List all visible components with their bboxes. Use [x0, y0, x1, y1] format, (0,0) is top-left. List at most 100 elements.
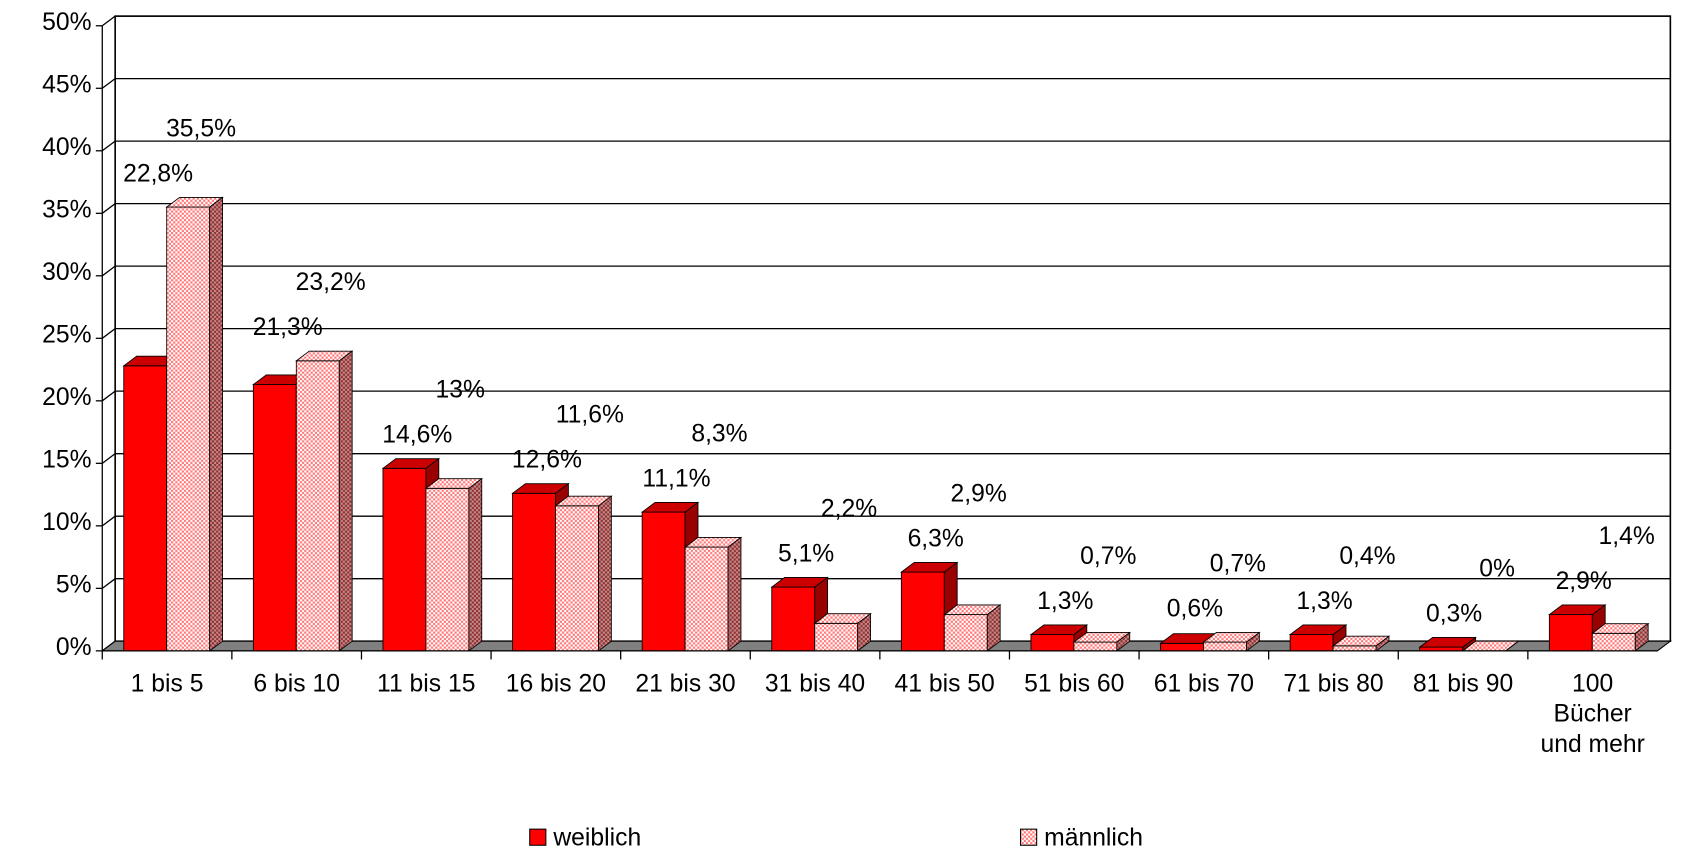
value-label: 35,5% [166, 115, 236, 142]
y-tick-depth [101, 140, 116, 152]
x-tick-label: 51 bis 60 [1024, 669, 1125, 698]
x-tick-label: 6 bis 10 [253, 669, 340, 698]
bar-front [1289, 634, 1334, 652]
bar [770, 576, 829, 652]
x-tick-label: 41 bis 50 [894, 669, 995, 698]
bar-front [1332, 645, 1377, 652]
value-label: 0,6% [1167, 595, 1223, 622]
y-tick-depth [101, 203, 116, 214]
x-tick-label: 31 bis 40 [764, 669, 866, 698]
x-tick-label-box: 6 bis 10 [253, 669, 340, 698]
y-tick-depth [101, 78, 116, 89]
bar-front [166, 206, 211, 652]
bar-side [209, 196, 223, 652]
bar [683, 536, 743, 652]
x-tick-label-box: 61 bis 70 [1153, 669, 1254, 698]
bar [1548, 604, 1607, 652]
x-tick-label-box: 21 bis 30 [635, 669, 735, 697]
bar-front [555, 505, 599, 652]
y-tick-label: 5% [56, 572, 92, 599]
x-tick-label: 16 bis 20 [505, 669, 606, 698]
y-tick-label: 10% [42, 509, 91, 536]
bar-side [338, 350, 353, 652]
y-tick-label: 40% [42, 134, 91, 161]
bar-front [1030, 634, 1075, 652]
bar-side [1375, 635, 1390, 652]
x-tick-label-box: 1 bis 5 [130, 669, 204, 698]
y-tick-label: 45% [42, 72, 91, 99]
value-label: 21,3% [253, 314, 323, 341]
bar-side [1116, 631, 1131, 652]
value-label: 0,3% [1426, 600, 1482, 627]
value-label: 6,3% [908, 525, 964, 552]
legend-label: weiblich [552, 824, 641, 851]
bar-front [123, 365, 168, 652]
value-label: 2,9% [951, 480, 1007, 507]
bar [1202, 631, 1261, 652]
bar [1072, 631, 1132, 652]
y-tick-depth [101, 515, 116, 527]
y-tick-label: 30% [42, 259, 91, 286]
bar-front [684, 546, 729, 652]
value-label: 1,4% [1599, 523, 1655, 550]
bar-side [1246, 631, 1260, 652]
x-tick-label: 61 bis 70 [1153, 669, 1254, 698]
y-tick-depth [101, 265, 116, 277]
y-tick-depth [101, 328, 116, 339]
bar-side [598, 495, 612, 652]
x-tick-label-box: 71 bis 80 [1283, 669, 1384, 698]
bar-side [986, 604, 1001, 652]
y-tick-depth [101, 15, 116, 27]
bar-front [771, 586, 816, 652]
value-label: 8,3% [691, 420, 747, 447]
bar-front [1073, 641, 1118, 652]
y-tick-depth [101, 390, 116, 402]
bar-front [425, 487, 470, 652]
bar-front [641, 511, 686, 652]
y-tick-label: 0% [56, 634, 92, 661]
legend-swatch [1020, 828, 1038, 846]
bar [295, 350, 354, 652]
x-tick-label-box: 100 Bücher und mehr [1540, 669, 1645, 758]
bar-front [252, 384, 297, 652]
value-label: 11,1% [642, 465, 710, 492]
value-label: 11,6% [556, 402, 624, 429]
legend-label: männlich [1044, 824, 1143, 851]
x-tick-label-box: 16 bis 20 [505, 669, 606, 698]
value-label: 0% [1479, 555, 1515, 582]
bar-front [512, 492, 556, 652]
value-label: 2,2% [821, 495, 877, 522]
bar-front [814, 622, 859, 652]
x-tick-label: 81 bis 90 [1412, 669, 1514, 698]
x-tick-label: 1 bis 5 [130, 669, 204, 698]
value-label: 0,7% [1080, 543, 1136, 570]
y-tick-label: 50% [42, 9, 91, 36]
value-label: 22,8% [123, 160, 193, 187]
value-label: 5,1% [778, 540, 834, 567]
bar [424, 477, 484, 652]
bar [165, 196, 224, 652]
bar [1591, 622, 1650, 652]
bar-front [382, 467, 427, 652]
x-tick-label-box: 41 bis 50 [894, 669, 995, 698]
value-label: 13% [436, 377, 485, 404]
value-label: 23,2% [296, 269, 366, 296]
y-tick-label: 35% [42, 197, 91, 224]
bar-side [1505, 640, 1519, 652]
bar-side [857, 612, 871, 652]
value-label: 0,4% [1339, 543, 1395, 570]
y-tick-depth [101, 578, 116, 589]
x-tick-label: 71 bis 80 [1283, 669, 1384, 698]
y-tick-label: 25% [42, 322, 91, 349]
x-tick-label: 100 Bücher und mehr [1540, 669, 1645, 758]
bar-front [1591, 632, 1636, 652]
bar-front [1548, 614, 1593, 652]
value-label: 2,9% [1556, 568, 1612, 595]
y-tick-label: 20% [42, 384, 91, 411]
value-label: 1,3% [1296, 588, 1352, 615]
bar-front [295, 360, 340, 652]
bar [943, 604, 1002, 652]
value-label: 14,6% [382, 422, 452, 449]
